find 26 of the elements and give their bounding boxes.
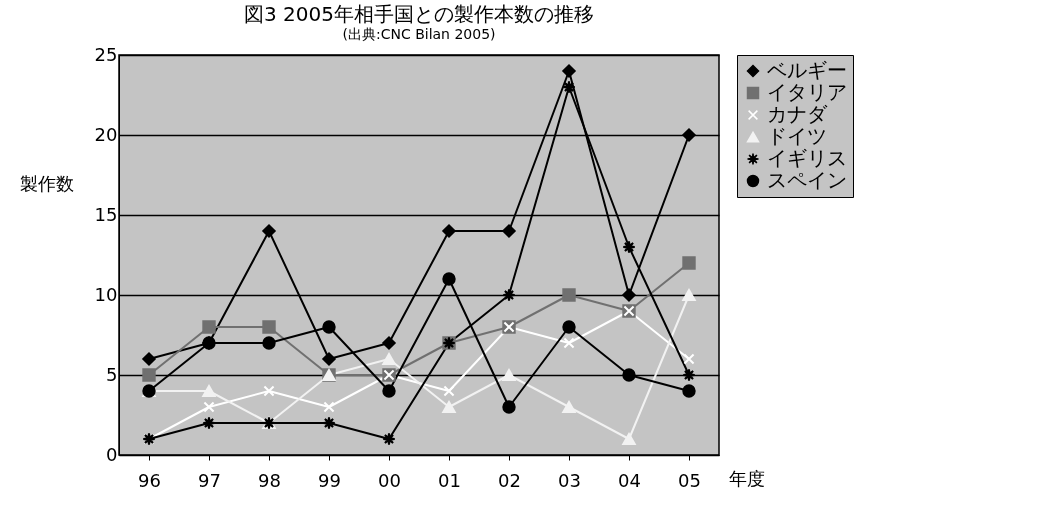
x-tick-label: 99 [318, 469, 341, 491]
y-tick-label: 20 [94, 123, 118, 145]
legend-label: ベルギー [767, 58, 847, 82]
y-tick-label: 25 [94, 43, 118, 65]
y-tick-label: 0 [106, 443, 118, 465]
legend-label: ドイツ [767, 124, 827, 148]
legend-label: スペイン [767, 168, 847, 192]
legend-label: イギリス [767, 146, 847, 170]
y-axis-title: 製作数 [20, 173, 74, 194]
x-tick-label: 05 [678, 469, 701, 491]
y-tick-label: 15 [94, 203, 118, 225]
x-tick-label: 02 [498, 469, 521, 491]
x-tick-label: 03 [558, 469, 581, 491]
legend-label: イタリア [767, 80, 847, 104]
x-tick-label: 97 [198, 469, 221, 491]
y-tick-label: 5 [106, 363, 118, 385]
x-tick-label: 00 [378, 469, 401, 491]
chart-subtitle: (出典:CNC Bilan 2005) [342, 26, 496, 42]
legend-label: カナダ [767, 102, 828, 126]
x-tick-label: 98 [258, 469, 281, 491]
x-axis-title: 年度 [729, 468, 765, 489]
chart-title: 図3 2005年相手国との製作本数の推移 [244, 2, 594, 26]
x-tick-label: 04 [618, 469, 641, 491]
x-tick-label: 01 [438, 469, 461, 491]
y-tick-label: 10 [94, 283, 118, 305]
x-tick-label: 96 [138, 469, 161, 491]
